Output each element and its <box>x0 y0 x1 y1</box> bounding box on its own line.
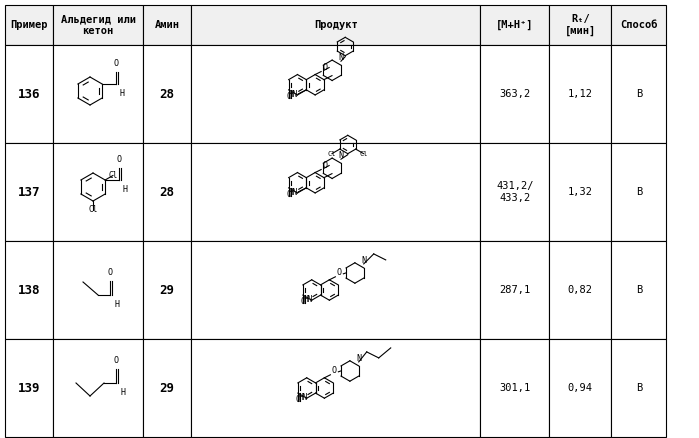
Bar <box>480 45 549 143</box>
Text: Cl: Cl <box>328 151 336 157</box>
Bar <box>612 339 666 437</box>
Text: 363,2: 363,2 <box>499 89 531 99</box>
Bar <box>5 339 53 437</box>
Bar <box>143 241 191 339</box>
Text: 1,12: 1,12 <box>568 89 593 99</box>
Text: H: H <box>122 185 128 194</box>
Text: O: O <box>108 268 113 277</box>
Text: Rₜ/
[мин]: Rₜ/ [мин] <box>565 14 596 36</box>
Bar <box>5 143 53 241</box>
Text: N: N <box>361 256 366 265</box>
Text: Cl: Cl <box>88 205 98 215</box>
Bar <box>612 5 666 45</box>
Bar <box>480 339 549 437</box>
Bar <box>53 241 143 339</box>
Text: B: B <box>636 383 642 393</box>
Text: Пример: Пример <box>10 20 48 30</box>
Bar <box>191 5 480 45</box>
Bar <box>480 241 549 339</box>
Bar <box>143 143 191 241</box>
Text: HN: HN <box>303 295 312 304</box>
Text: Альдегид или
кетон: Альдегид или кетон <box>61 14 136 36</box>
Bar <box>53 5 143 45</box>
Text: H: H <box>120 388 126 397</box>
Text: 431,2/
433,2: 431,2/ 433,2 <box>496 181 533 203</box>
Bar <box>549 339 612 437</box>
Text: HN: HN <box>289 188 298 197</box>
Text: O: O <box>337 268 342 277</box>
Text: HN: HN <box>289 90 298 99</box>
Text: Продукт: Продукт <box>314 20 358 30</box>
Text: 0,94: 0,94 <box>568 383 593 393</box>
Bar <box>5 5 53 45</box>
Bar <box>191 339 480 437</box>
Text: H: H <box>120 89 124 98</box>
Text: 0,82: 0,82 <box>568 285 593 295</box>
Bar <box>53 143 143 241</box>
Text: N: N <box>356 354 361 363</box>
Bar <box>53 339 143 437</box>
Bar <box>549 5 612 45</box>
Text: O: O <box>113 356 119 365</box>
Text: O: O <box>114 59 119 68</box>
Text: Cl: Cl <box>108 171 117 180</box>
Text: [M+H⁺]: [M+H⁺] <box>496 20 533 30</box>
Bar <box>143 45 191 143</box>
Text: 138: 138 <box>18 283 41 297</box>
Text: 301,1: 301,1 <box>499 383 531 393</box>
Bar <box>549 45 612 143</box>
Text: 29: 29 <box>159 283 175 297</box>
Bar <box>53 45 143 143</box>
Text: B: B <box>636 89 642 99</box>
Bar <box>191 45 480 143</box>
Text: O: O <box>286 190 291 199</box>
Text: Cl: Cl <box>359 151 368 157</box>
Text: O: O <box>296 395 301 404</box>
Text: 28: 28 <box>159 186 175 198</box>
Text: O: O <box>301 297 305 306</box>
Bar <box>480 5 549 45</box>
Text: O: O <box>323 63 328 71</box>
Text: H: H <box>115 300 120 309</box>
Text: 1,32: 1,32 <box>568 187 593 197</box>
Bar <box>612 241 666 339</box>
Bar <box>612 143 666 241</box>
Bar <box>143 339 191 437</box>
Bar <box>5 45 53 143</box>
Text: 137: 137 <box>18 186 41 198</box>
Text: O: O <box>323 161 328 170</box>
Text: O: O <box>117 155 122 164</box>
Text: Способ: Способ <box>620 20 658 30</box>
Text: B: B <box>636 187 642 197</box>
Text: N: N <box>338 151 343 160</box>
Text: 139: 139 <box>18 381 41 395</box>
Text: N: N <box>338 53 343 62</box>
Text: B: B <box>636 285 642 295</box>
Text: 287,1: 287,1 <box>499 285 531 295</box>
Text: 28: 28 <box>159 88 175 100</box>
Text: 136: 136 <box>18 88 41 100</box>
Text: 29: 29 <box>159 381 175 395</box>
Text: O: O <box>286 92 291 101</box>
Text: O: O <box>332 366 337 375</box>
Bar <box>191 241 480 339</box>
Bar <box>549 143 612 241</box>
Bar <box>191 143 480 241</box>
Text: Амин: Амин <box>154 20 180 30</box>
Bar <box>480 143 549 241</box>
Bar <box>612 45 666 143</box>
Bar <box>143 5 191 45</box>
Bar <box>5 241 53 339</box>
Text: HN: HN <box>298 393 308 402</box>
Bar <box>549 241 612 339</box>
